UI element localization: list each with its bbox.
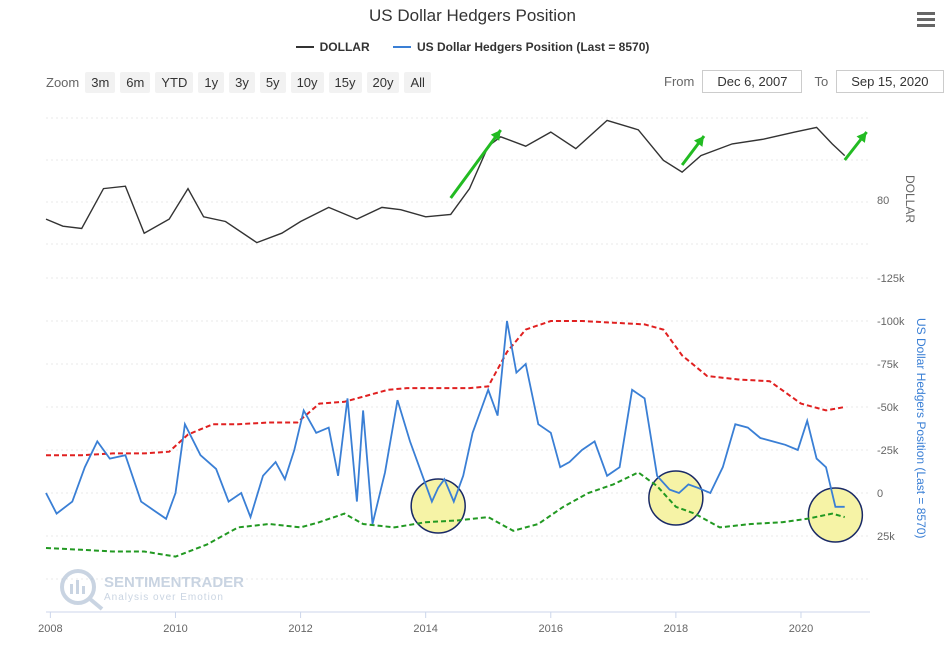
- x-tick-label: 2020: [789, 623, 813, 635]
- zoom-button-15y[interactable]: 15y: [328, 72, 362, 93]
- watermark-name: SENTIMENTRADER: [104, 574, 244, 591]
- hedgers-axis-title: US Dollar Hedgers Position (Last = 8570): [914, 318, 928, 538]
- x-tick-label: 2014: [413, 623, 437, 635]
- hedgers-tick-label: -25k: [877, 445, 899, 457]
- highlight-circle: [648, 470, 704, 526]
- zoom-button-6m[interactable]: 6m: [120, 72, 151, 93]
- legend-item-hedgers[interactable]: US Dollar Hedgers Position (Last = 8570): [392, 40, 650, 54]
- trend-arrow-head-icon: [693, 136, 705, 147]
- zoom-button-ytd[interactable]: YTD: [155, 72, 194, 93]
- zoom-button-1y[interactable]: 1y: [198, 72, 225, 93]
- legend-label-dollar: DOLLAR: [319, 40, 370, 54]
- x-tick-label: 2018: [664, 623, 688, 635]
- watermark-tagline: Analysis over Emotion: [104, 592, 224, 603]
- x-tick-label: 2016: [539, 623, 563, 635]
- chart-menu-icon[interactable]: [917, 12, 935, 30]
- trend-arrows: [449, 129, 868, 199]
- x-tick-label: 2012: [288, 623, 312, 635]
- highlight-circle: [410, 478, 466, 534]
- to-label: To: [814, 74, 829, 89]
- watermark: SENTIMENTRADER Analysis over Emotion: [60, 569, 244, 611]
- hedgers-tick-label: 25k: [877, 531, 895, 543]
- zoom-button-5y[interactable]: 5y: [259, 72, 286, 93]
- from-date-input[interactable]: Dec 6, 2007: [702, 70, 803, 93]
- dollar-panel: 80 DOLLAR: [45, 119, 917, 244]
- chart-title: US Dollar Hedgers Position: [369, 6, 576, 25]
- legend-swatch-hedgers: [392, 46, 411, 48]
- trend-arrow-shaft: [449, 129, 502, 199]
- legend: DOLLAR US Dollar Hedgers Position (Last …: [0, 37, 945, 54]
- dollar-tick-label: 80: [877, 195, 889, 207]
- highlight-circle: [807, 487, 864, 543]
- zoom-button-10y[interactable]: 10y: [290, 72, 324, 93]
- hedgers-series-line: [45, 320, 845, 525]
- lower-band-line: [45, 471, 845, 558]
- legend-swatch-dollar: [295, 46, 314, 48]
- hedgers-tick-labels: -125k -100k -75k -50k -25k 0 25k: [877, 273, 905, 543]
- hedgers-tick-label: 0: [877, 488, 883, 500]
- zoom-bar: Zoom 3m 6m YTD 1y 3y 5y 10y 15y 20y All: [46, 72, 436, 93]
- legend-item-dollar[interactable]: DOLLAR: [295, 40, 370, 54]
- hedgers-tick-label: -100k: [877, 316, 905, 328]
- to-date-input[interactable]: Sep 15, 2020: [836, 70, 944, 93]
- x-tick-label: 2008: [38, 623, 62, 635]
- highlight-circles: [410, 470, 864, 543]
- watermark-logo-icon: [60, 569, 104, 611]
- dollar-axis-title: DOLLAR: [903, 175, 917, 223]
- zoom-button-all[interactable]: All: [404, 72, 431, 93]
- hedgers-tick-label: -75k: [877, 359, 899, 371]
- upper-band-line: [46, 320, 845, 457]
- trend-arrow-head-icon: [856, 132, 867, 143]
- trend-arrow-head-icon: [490, 130, 501, 141]
- date-range: From Dec 6, 2007 To Sep 15, 2020: [664, 70, 944, 93]
- from-label: From: [664, 74, 695, 89]
- hedgers-tick-label: -50k: [877, 402, 899, 414]
- legend-label-hedgers: US Dollar Hedgers Position (Last = 8570): [416, 40, 650, 54]
- zoom-button-20y[interactable]: 20y: [366, 72, 400, 93]
- zoom-label: Zoom: [46, 75, 80, 90]
- hedgers-tick-label: -125k: [877, 273, 905, 285]
- x-axis: 2008 2010 2012 2014 2016 2018 2020: [38, 611, 870, 635]
- x-tick-label: 2010: [163, 623, 187, 635]
- zoom-button-3m[interactable]: 3m: [85, 72, 116, 93]
- hedgers-panel: -125k -100k -75k -50k -25k 0 25k US Dollar Hed…: [38, 273, 928, 635]
- zoom-button-3y[interactable]: 3y: [229, 72, 255, 93]
- dollar-series-line: [45, 119, 846, 244]
